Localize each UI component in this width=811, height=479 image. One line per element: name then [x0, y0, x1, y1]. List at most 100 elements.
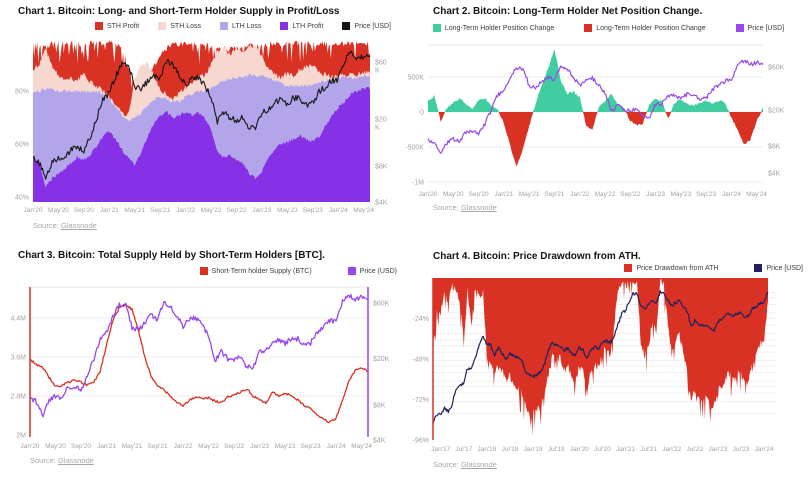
x-axis-tick: Jan'23 — [708, 446, 727, 453]
x-axis-tick: Sep'22 — [226, 207, 246, 214]
y-axis-tick-right: $60K — [768, 65, 785, 72]
legend-label: Price Drawdown from ATH — [636, 264, 719, 272]
x-axis-tick: Jan'20 — [419, 191, 438, 198]
x-axis-tick: Jan'18 — [477, 446, 496, 453]
chart-3-title: Chart 3. Bitcoin: Total Supply Held by S… — [18, 250, 325, 261]
x-axis-tick: Jul'22 — [686, 446, 703, 453]
chart-4-panel: Chart 4. Bitcoin: Price Drawdown from AT… — [406, 240, 811, 479]
x-axis-tick: Jan'21 — [616, 446, 635, 453]
chart-3-plot: 4.4M 3.6M 2.8M 2M $60K $20K $8K $4K Jan'20 May'20… — [10, 286, 390, 450]
x-axis-tick: Sep'22 — [620, 191, 640, 198]
x-axis-tick: Jul'17 — [455, 446, 472, 453]
y-axis-tick-right: $60K — [373, 301, 390, 308]
x-axis-tick: May'20 — [443, 191, 464, 198]
sth-supply-line — [29, 302, 369, 424]
chart-2-source: Source: Glassnode — [433, 203, 497, 212]
x-axis-tick: May'24 — [351, 443, 372, 450]
price-line — [432, 290, 769, 424]
x-axis-tick: Jan'23 — [646, 191, 665, 198]
chart-4-legend: Price Drawdown from ATH Price [USD] — [406, 264, 811, 272]
x-axis-tick: Sep'21 — [544, 191, 564, 198]
x-axis-tick: May'20 — [45, 443, 66, 450]
y-axis-tick-right: $8K — [375, 164, 388, 171]
legend-item: STH Profit — [94, 22, 139, 30]
legend-item: Long-Term Holder Position Change — [584, 24, 706, 32]
x-axis-tick: Jan'22 — [176, 207, 195, 214]
legend-item: STH Loss — [158, 22, 201, 30]
lth-profit-area — [33, 86, 370, 202]
glassnode-link[interactable]: Glassnode — [60, 221, 97, 230]
chart-4-plot: -24% -48% -72% -96%Jan'17 Jul'17 Jan'18 Jul'18… — [413, 278, 776, 453]
x-axis-tick: Jul'20 — [594, 446, 611, 453]
y-axis-tick-left: 2M — [16, 433, 26, 440]
x-axis-tick: May'22 — [198, 443, 219, 450]
y-axis-tick-left: 3.6M — [10, 355, 26, 362]
legend-label: Price [USD] — [354, 22, 391, 30]
plot-group: -24% -48% -72% -96%Jan'17 Jul'17 Jan'18 Jul'18… — [413, 278, 776, 453]
legend-swatch — [280, 22, 289, 30]
y-axis-tick-right: $8K — [768, 143, 781, 150]
legend-item: Long-Term Holder Position Change — [432, 24, 555, 32]
plot-group: 80% 60% 40% $60 K $20 K $8K $4K Jan'20 May'20 Sep'2… — [15, 40, 388, 214]
source-label: Source: — [30, 456, 56, 465]
y-axis-tick-left: 0 — [420, 110, 424, 117]
y-axis-tick-left: 60% — [15, 142, 29, 149]
x-axis-tick: Jul'21 — [640, 446, 657, 453]
x-axis-tick: Jan'24 — [329, 207, 348, 214]
y-axis-tick-right: $4K — [768, 171, 781, 178]
legend-label: Price (USD) — [359, 267, 397, 275]
legend-swatch — [624, 264, 633, 272]
x-axis-tick: Jan'19 — [524, 446, 543, 453]
chart-1-title: Chart 1. Bitcoin: Long- and Short-Term H… — [18, 6, 340, 17]
x-axis-tick: May'23 — [277, 207, 298, 214]
legend-item: Short-Term holder Supply (BTC) — [199, 267, 312, 275]
negative-change-area — [428, 112, 763, 167]
glassnode-link[interactable]: Glassnode — [57, 456, 94, 465]
x-axis-tick: May'21 — [519, 191, 540, 198]
x-axis-tick: Sep'20 — [469, 191, 489, 198]
sth-profit-area — [33, 40, 370, 117]
x-axis-tick: Jan'23 — [250, 443, 269, 450]
legend-item: LTH Loss — [220, 22, 261, 30]
plot-group: 4.4M 3.6M 2.8M 2M $60K $20K $8K $4K Jan'20 May'20… — [10, 286, 390, 450]
x-axis-tick: Jan'23 — [252, 207, 271, 214]
y-axis-tick-left: -48% — [413, 357, 429, 364]
x-axis-tick: Jan'24 — [327, 443, 346, 450]
x-axis-tick: Jan'20 — [24, 207, 43, 214]
legend-swatch — [432, 24, 441, 32]
chart-1-legend: STH Profit STH Loss LTH Loss LTH Profit Pric… — [0, 22, 405, 30]
x-axis-tick: May'23 — [670, 191, 691, 198]
x-axis-tick: Jan'20 — [21, 443, 40, 450]
legend-label: Price [USD] — [747, 24, 785, 32]
y-axis-tick-left: 40% — [15, 195, 29, 202]
legend-item: Price [USD] — [342, 22, 391, 30]
y-axis-tick-left: -24% — [413, 316, 429, 323]
x-axis-tick: Sep'21 — [148, 443, 168, 450]
legend-label: LTH Profit — [292, 22, 324, 30]
x-axis-tick: Jan'17 — [431, 446, 450, 453]
chart-4-title: Chart 4. Bitcoin: Price Drawdown from AT… — [433, 251, 641, 262]
y-axis-tick-left: -72% — [413, 397, 429, 404]
drawdown-area — [433, 278, 768, 437]
y-axis-tick-left: 2.8M — [10, 394, 26, 401]
x-axis-tick: May'22 — [201, 207, 222, 214]
legend-item: Price Drawdown from ATH — [624, 264, 718, 272]
x-axis-tick: May'24 — [746, 191, 767, 198]
legend-swatch — [158, 22, 167, 30]
x-axis-tick: May'21 — [122, 443, 143, 450]
legend-label: Price [USD] — [766, 264, 803, 272]
chart-2-panel: Chart 2. Bitcoin: Long-Term Holder Net P… — [406, 0, 811, 240]
source-label: Source: — [433, 203, 459, 212]
legend-swatch — [584, 24, 593, 32]
glassnode-link[interactable]: Glassnode — [460, 203, 497, 212]
chart-3-legend: Short-Term holder Supply (BTC) Price (USD… — [0, 267, 405, 275]
legend-label: Long-Term Holder Position Change — [444, 24, 555, 32]
glassnode-link[interactable]: Glassnode — [460, 460, 497, 469]
legend-swatch — [342, 22, 351, 30]
x-axis-tick: May'24 — [353, 207, 374, 214]
x-axis-tick: Jul'18 — [502, 446, 519, 453]
x-axis-tick: Jan'24 — [722, 191, 741, 198]
